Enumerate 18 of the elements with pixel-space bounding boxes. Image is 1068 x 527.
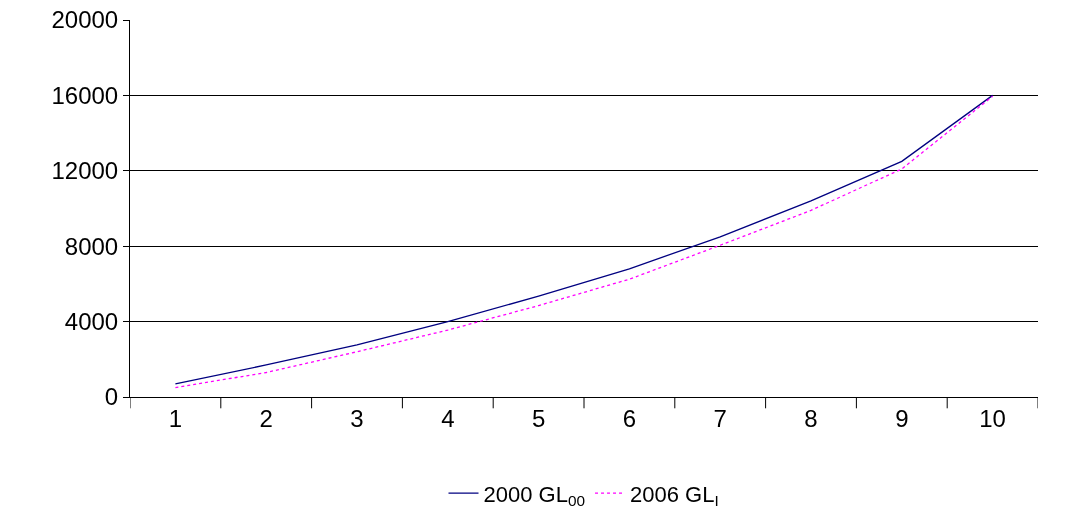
x-tick-label: 7 xyxy=(713,404,727,432)
x-tick-label: 5 xyxy=(531,404,546,432)
legend-label: 2006 GL$_{I}$ xyxy=(630,481,719,510)
y-tick-label: 0 xyxy=(104,383,119,411)
y-tick-label: 16000 xyxy=(51,81,119,109)
x-tick-label: 10 xyxy=(979,404,1006,432)
x-tick-label: 6 xyxy=(622,404,637,432)
x-tick-label: 3 xyxy=(350,404,364,432)
y-tick-label: 4000 xyxy=(64,308,119,335)
x-tick-label: 1 xyxy=(168,404,183,432)
y-tick-label: 20000 xyxy=(51,6,119,34)
x-tick-label: 9 xyxy=(895,404,909,432)
y-tick-label: 8000 xyxy=(64,232,119,260)
x-tick-label: 8 xyxy=(804,404,818,432)
y-tick-label: 12000 xyxy=(51,157,119,185)
x-tick-label: 2 xyxy=(259,404,273,432)
x-tick-label: 4 xyxy=(441,404,455,432)
legend-label: 2000 GL$_{00}$ xyxy=(483,481,586,510)
